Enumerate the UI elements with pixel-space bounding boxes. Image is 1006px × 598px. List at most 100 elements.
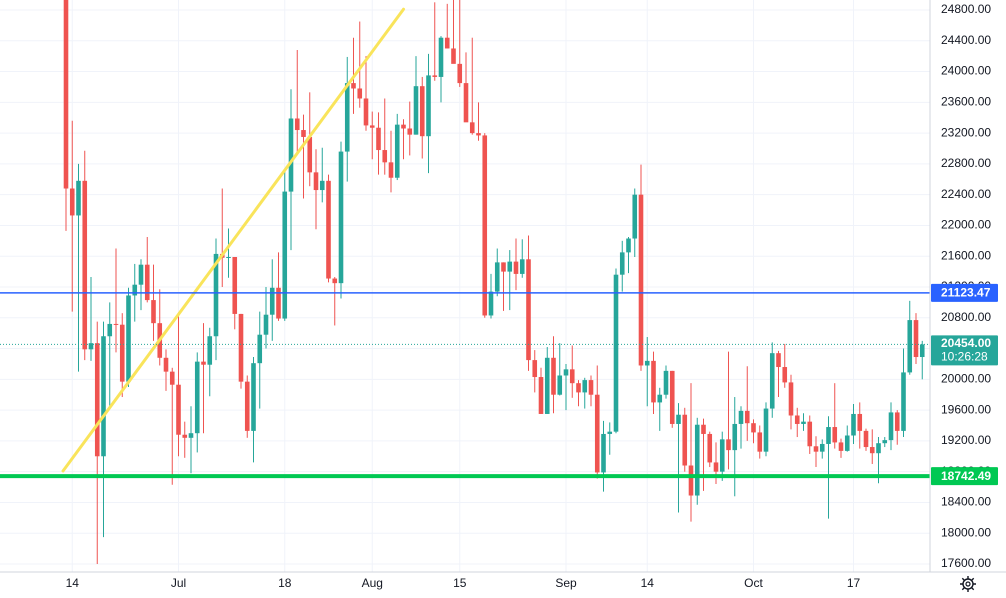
candle-body xyxy=(388,162,394,178)
candle-body xyxy=(332,278,338,284)
y-tick-label: 20000.00 xyxy=(941,372,991,386)
price-line-label: 18742.49 xyxy=(941,469,991,483)
y-tick-label: 24800.00 xyxy=(941,2,991,16)
candle-body xyxy=(463,83,469,123)
candle-body xyxy=(726,439,731,451)
candle-body xyxy=(869,447,875,454)
candle-body xyxy=(544,357,550,414)
candle-body xyxy=(757,432,763,452)
time-axis-panel xyxy=(0,572,930,598)
candle-body xyxy=(163,357,169,372)
candle-body xyxy=(888,412,894,441)
candle-body xyxy=(282,191,288,319)
candle-body xyxy=(169,371,175,385)
candle-body xyxy=(126,295,131,382)
candle-body xyxy=(838,442,844,451)
x-tick-label: 18 xyxy=(278,576,292,590)
candle-body xyxy=(557,375,563,395)
candle-body xyxy=(201,361,206,365)
candle-body xyxy=(601,433,606,473)
y-tick-label: 17600.00 xyxy=(941,556,991,570)
candle-body xyxy=(619,252,625,275)
candle-body xyxy=(263,314,269,335)
candle-body xyxy=(76,180,81,216)
price-line-label-box xyxy=(931,467,998,486)
candle-body xyxy=(407,128,413,135)
candle-body xyxy=(663,370,669,395)
candle-body xyxy=(188,433,194,438)
candle-body xyxy=(144,264,150,301)
candle-body xyxy=(694,424,700,496)
candle-body xyxy=(244,381,250,431)
y-tick-label: 18000.00 xyxy=(941,525,991,539)
candle-body xyxy=(813,446,819,452)
candle-body xyxy=(719,439,725,472)
candle-body xyxy=(569,369,575,384)
candle-body xyxy=(63,0,69,189)
candle-body xyxy=(382,150,388,163)
candle-body xyxy=(107,323,113,337)
candle-body xyxy=(857,413,863,431)
candle-body xyxy=(357,88,363,99)
candle-body xyxy=(238,313,244,382)
candle-body xyxy=(338,151,344,284)
candle-body xyxy=(582,380,588,393)
candle-body xyxy=(526,259,531,361)
candle-body xyxy=(488,291,494,316)
candle-body xyxy=(138,264,144,285)
candle-body xyxy=(594,394,600,473)
candle-body xyxy=(794,415,800,424)
last-price-label: 20454.00 xyxy=(941,336,991,350)
plot-area xyxy=(0,0,930,572)
y-tick-label: 19200.00 xyxy=(941,433,991,447)
candle-body xyxy=(413,86,419,135)
last-price-box xyxy=(931,335,998,366)
candle-body xyxy=(626,238,631,253)
candle-body xyxy=(276,287,281,319)
candle-body xyxy=(532,360,538,378)
candle-body xyxy=(501,262,506,272)
x-tick-label: Oct xyxy=(744,576,763,590)
candle-body xyxy=(438,37,444,77)
y-tick-label: 23600.00 xyxy=(941,95,991,109)
y-tick-label: 22000.00 xyxy=(941,218,991,232)
candle-body xyxy=(394,124,400,178)
candle-body xyxy=(551,357,556,395)
candle-body xyxy=(863,430,869,448)
x-tick-label: Aug xyxy=(362,576,383,590)
candle-body xyxy=(326,180,331,279)
candle-body xyxy=(688,465,694,496)
candle-body xyxy=(913,320,919,358)
candle-body xyxy=(207,336,213,365)
candle-body xyxy=(644,360,650,366)
candle-body xyxy=(194,361,200,434)
candle-body xyxy=(482,135,488,316)
y-tick-label: 19600.00 xyxy=(941,402,991,416)
candle-body xyxy=(851,413,856,436)
candle-body xyxy=(519,259,525,274)
candle-body xyxy=(307,136,313,173)
x-tick-label: Jul xyxy=(171,576,186,590)
candle-body xyxy=(769,353,775,409)
candle-body xyxy=(82,180,88,350)
candle-body xyxy=(894,412,900,431)
candle-body xyxy=(119,324,125,382)
y-tick-label: 21600.00 xyxy=(941,248,991,262)
price-line-label-box xyxy=(931,283,998,302)
settings-icon[interactable] xyxy=(960,576,976,592)
candle-body xyxy=(763,408,769,452)
y-tick-label: 22800.00 xyxy=(941,156,991,170)
candle-body xyxy=(176,384,181,435)
candle-body xyxy=(657,394,663,403)
x-tick-label: Sep xyxy=(555,576,577,590)
candle-body xyxy=(751,423,756,433)
candle-body xyxy=(376,127,381,151)
candle-body xyxy=(919,344,925,358)
candle-body xyxy=(632,194,638,239)
candle-body xyxy=(401,124,406,129)
candle-body xyxy=(901,372,906,431)
candle-body xyxy=(651,360,656,403)
candle-body xyxy=(876,443,881,454)
